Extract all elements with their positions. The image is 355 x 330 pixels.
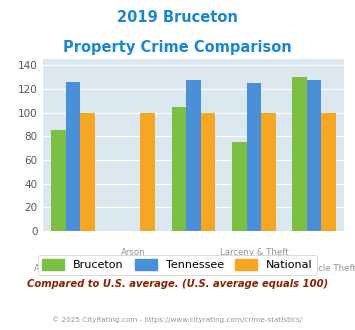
Bar	[321, 113, 336, 231]
Text: Arson: Arson	[121, 248, 146, 257]
Bar	[201, 113, 215, 231]
Text: Motor Vehicle Theft: Motor Vehicle Theft	[272, 264, 355, 273]
Bar	[247, 83, 261, 231]
Text: Property Crime Comparison: Property Crime Comparison	[63, 40, 292, 54]
Bar	[66, 82, 80, 231]
Text: Burglary: Burglary	[175, 264, 212, 273]
Legend: Bruceton, Tennessee, National: Bruceton, Tennessee, National	[38, 255, 317, 275]
Text: © 2025 CityRating.com - https://www.cityrating.com/crime-statistics/: © 2025 CityRating.com - https://www.city…	[53, 317, 302, 323]
Bar	[80, 113, 94, 231]
Bar	[261, 113, 275, 231]
Text: Compared to U.S. average. (U.S. average equals 100): Compared to U.S. average. (U.S. average …	[27, 279, 328, 289]
Bar	[293, 77, 307, 231]
Bar	[51, 130, 66, 231]
Text: Larceny & Theft: Larceny & Theft	[219, 248, 288, 257]
Bar	[232, 142, 247, 231]
Bar	[140, 113, 155, 231]
Text: 2019 Bruceton: 2019 Bruceton	[117, 10, 238, 25]
Bar	[307, 80, 321, 231]
Bar	[172, 107, 186, 231]
Bar	[186, 80, 201, 231]
Text: All Property Crime: All Property Crime	[34, 264, 112, 273]
